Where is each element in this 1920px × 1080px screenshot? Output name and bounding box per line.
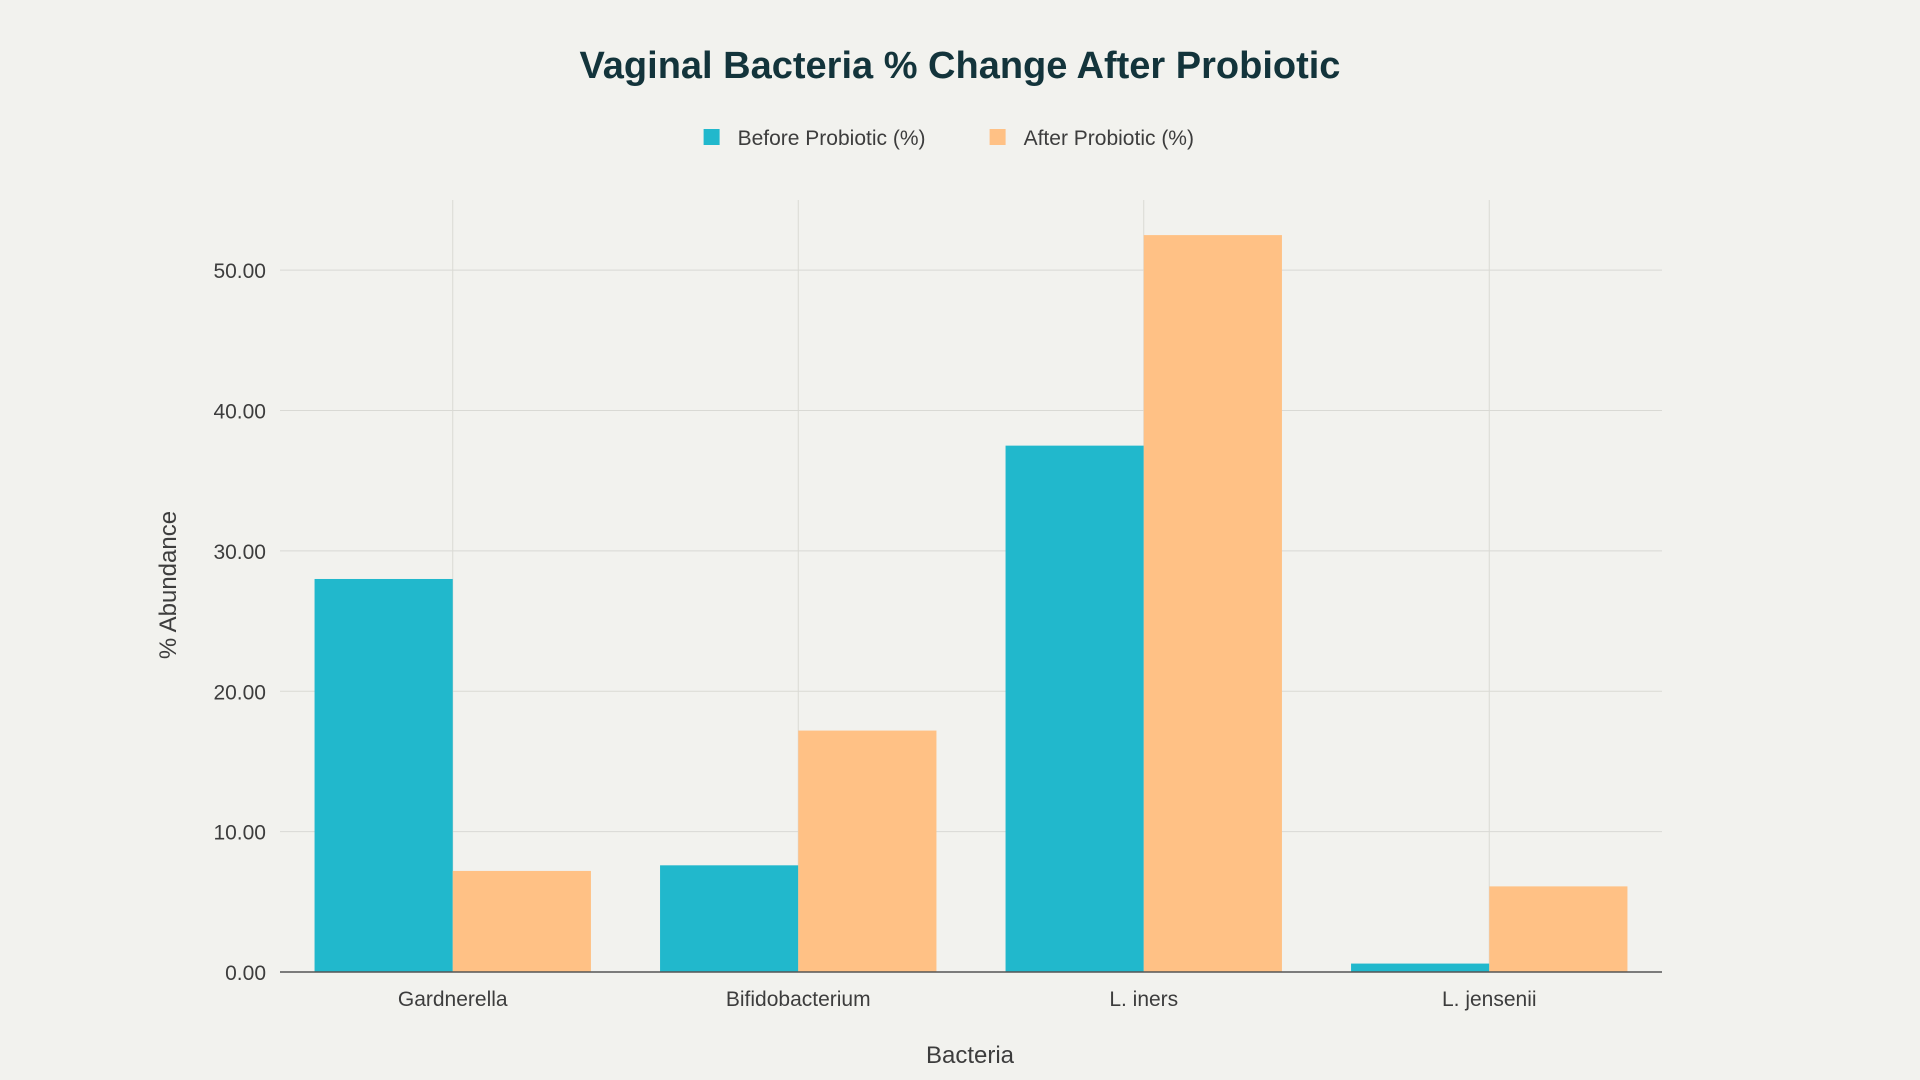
bar-before-gardnerella bbox=[314, 578, 453, 972]
bar-before-bifidobacterium bbox=[660, 865, 799, 972]
bar-after-bifidobacterium bbox=[798, 730, 937, 972]
legend-swatch-after bbox=[989, 129, 1006, 145]
y-tick-label: 50.00 bbox=[213, 260, 266, 283]
bar-after-l-jensenii bbox=[1489, 886, 1628, 972]
x-tick-label: Bifidobacterium bbox=[726, 988, 871, 1011]
y-axis-title: % Abundance bbox=[155, 511, 182, 659]
y-tick-label: 40.00 bbox=[213, 401, 266, 424]
bar-after-l-iners bbox=[1143, 235, 1282, 972]
y-tick-label: 20.00 bbox=[213, 681, 266, 704]
legend-label-before: Before Probiotic (%) bbox=[738, 127, 926, 150]
grid-lines bbox=[280, 200, 1662, 972]
x-axis-title: Bacteria bbox=[926, 1042, 1015, 1069]
bar-before-l-jensenii bbox=[1351, 963, 1490, 972]
x-tick-label: Gardnerella bbox=[398, 988, 508, 1011]
x-tick-labels: Gardnerella Bifidobacterium L. iners L. jen… bbox=[398, 988, 1537, 1011]
x-tick-label: L. iners bbox=[1109, 988, 1178, 1011]
chart-title: Vaginal Bacteria % Change After Probioti… bbox=[580, 45, 1341, 87]
legend-label-after: After Probiotic (%) bbox=[1024, 127, 1194, 150]
legend: Before Probiotic (%) After Probiotic (%) bbox=[703, 127, 1194, 150]
bar-before-l-iners bbox=[1005, 445, 1144, 972]
bar-after-gardnerella bbox=[452, 870, 591, 972]
y-tick-label: 0.00 bbox=[225, 962, 266, 985]
legend-swatch-before bbox=[703, 129, 720, 145]
y-tick-label: 10.00 bbox=[213, 822, 266, 845]
bars bbox=[314, 235, 1628, 972]
y-tick-label: 30.00 bbox=[213, 541, 266, 564]
y-tick-labels: 0.00 10.00 20.00 30.00 40.00 50.00 bbox=[213, 260, 266, 985]
x-tick-label: L. jensenii bbox=[1442, 988, 1537, 1011]
